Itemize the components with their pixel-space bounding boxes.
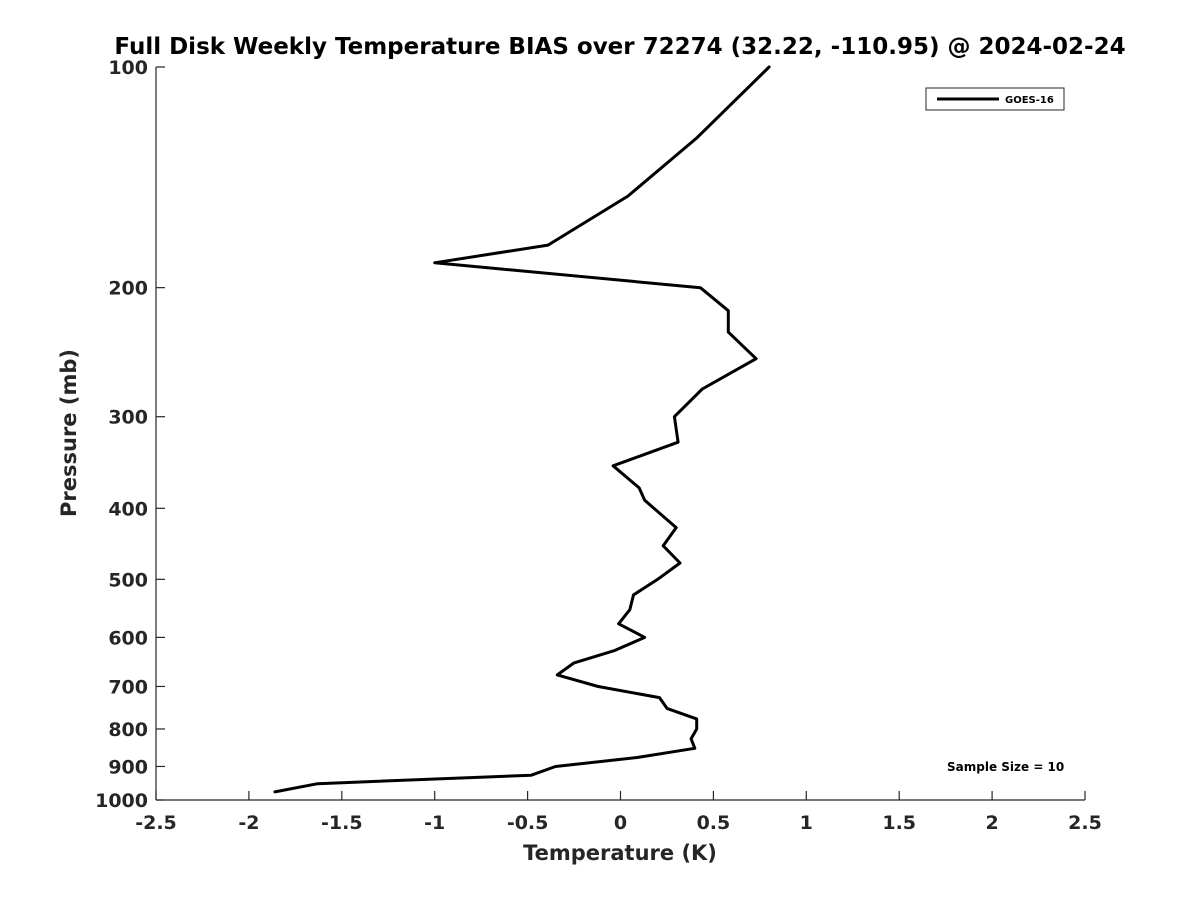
y-tick-label: 700 — [108, 676, 148, 698]
y-tick-label: 300 — [108, 407, 148, 429]
x-tick-label: -1 — [424, 812, 445, 834]
y-tick-label: 1000 — [95, 790, 148, 812]
series-line-goes-16 — [273, 65, 771, 794]
x-tick-label: -2 — [238, 812, 259, 834]
y-axis-ticks: 100 200 300 400 500 600 700 800 900 1000 — [95, 57, 165, 812]
x-tick-label: 2.5 — [1068, 812, 1102, 834]
y-axis-label: Pressure (mb) — [57, 349, 81, 517]
x-tick-label: 1 — [800, 812, 813, 834]
y-tick-label: 600 — [108, 627, 148, 649]
y-tick-label: 800 — [108, 719, 148, 741]
y-tick-label: 400 — [108, 498, 148, 520]
plot-area — [156, 67, 1085, 800]
y-tick-label: 200 — [108, 278, 148, 300]
sample-size-annotation: Sample Size = 10 — [947, 760, 1064, 774]
series-layer — [273, 65, 771, 794]
x-tick-label: 2 — [985, 812, 998, 834]
x-tick-label: 0 — [614, 812, 627, 834]
x-axis-ticks: -2.5 -2 -1.5 -1 -0.5 0 0.5 1 1.5 2 2.5 — [135, 791, 1102, 834]
y-tick-label: 100 — [108, 57, 148, 79]
x-tick-label: 1.5 — [882, 812, 916, 834]
x-axis-label: Temperature (K) — [523, 841, 717, 865]
legend-label-goes-16: GOES-16 — [1005, 95, 1054, 106]
x-tick-label: -1.5 — [321, 812, 363, 834]
y-tick-label: 500 — [108, 569, 148, 591]
legend: GOES-16 — [925, 87, 1065, 111]
y-tick-label: 900 — [108, 756, 148, 778]
x-tick-label: -2.5 — [135, 812, 177, 834]
chart-title: Full Disk Weekly Temperature BIAS over 7… — [114, 34, 1125, 60]
x-tick-label: 0.5 — [697, 812, 731, 834]
x-tick-label: -0.5 — [507, 812, 549, 834]
